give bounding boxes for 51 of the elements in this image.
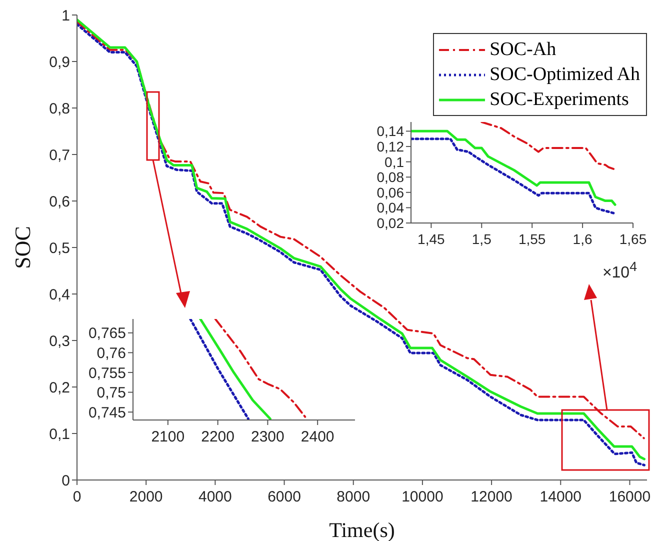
y-tick-label: 0,765 [88, 325, 126, 342]
x-tick-label: 2400 [300, 428, 334, 446]
y-tick-label: 0,2 [49, 379, 70, 396]
line-series [480, 122, 616, 170]
y-tick-label: 0,75 [96, 384, 126, 402]
y-tick-label: 1 [62, 7, 70, 24]
line-series [214, 319, 306, 418]
y-tick-label: 0,1 [49, 426, 70, 443]
y-tick-label: 0,76 [96, 344, 126, 362]
y-tick-label: 0,755 [88, 364, 126, 382]
x-tick-label: 2300 [251, 428, 284, 446]
x-tick-label: 8000 [336, 488, 370, 506]
y-tick-label: 0,745 [88, 404, 126, 422]
y-tick-label: 0,08 [376, 169, 404, 186]
legend-label: SOC-Experiments [490, 88, 629, 112]
y-tick-label: 0,3 [49, 332, 70, 350]
x-tick-label: 12000 [470, 488, 512, 506]
x-tick-label: 2200 [201, 428, 234, 446]
y-tick-label: 0,9 [49, 54, 70, 71]
x-tick-label: 1,45 [418, 230, 446, 247]
y-tick-label: 0,7 [49, 146, 70, 164]
y-tick-label: 0,1 [384, 154, 404, 170]
x-tick-label: 1,5 [472, 230, 492, 247]
line-series [199, 319, 272, 420]
x-tick-label: 2100 [151, 428, 185, 446]
x-tick-label: 16000 [608, 488, 651, 506]
y-tick-label: 0,5 [49, 240, 70, 257]
line-series [411, 138, 615, 214]
x-tick-label: 6000 [268, 488, 301, 506]
x-tick-label: 1,6 [572, 230, 592, 247]
legend-label: SOC-Ah [490, 38, 556, 62]
y-tick-label: 0,8 [49, 100, 70, 118]
y-tick-label: 0,4 [49, 286, 70, 304]
line-series [411, 130, 616, 206]
y-tick-label: 0,6 [49, 193, 70, 210]
y-tick-label: 0,12 [376, 138, 404, 154]
y-tick-label: 0,14 [376, 123, 404, 140]
legend-label: SOC-Optimized Ah [490, 63, 640, 87]
y-tick-label: 0,06 [376, 184, 404, 200]
y-tick-label: 0,02 [376, 214, 404, 231]
x-tick-label: 4000 [198, 488, 232, 506]
y-axis-title: SOC [10, 226, 35, 269]
x-tick-label: 2000 [129, 488, 163, 506]
y-tick-label: 0 [62, 472, 70, 490]
x-tick-label: 14000 [540, 488, 582, 506]
x-tick-label: 1,65 [619, 230, 647, 247]
x-tick-label: 10000 [402, 488, 444, 506]
y-tick-label: 0,04 [376, 200, 404, 216]
x-tick-label: 0 [72, 488, 82, 506]
annotation: ×10$^{4}$ [602, 258, 637, 282]
x-tick-label: 1,55 [518, 230, 546, 247]
